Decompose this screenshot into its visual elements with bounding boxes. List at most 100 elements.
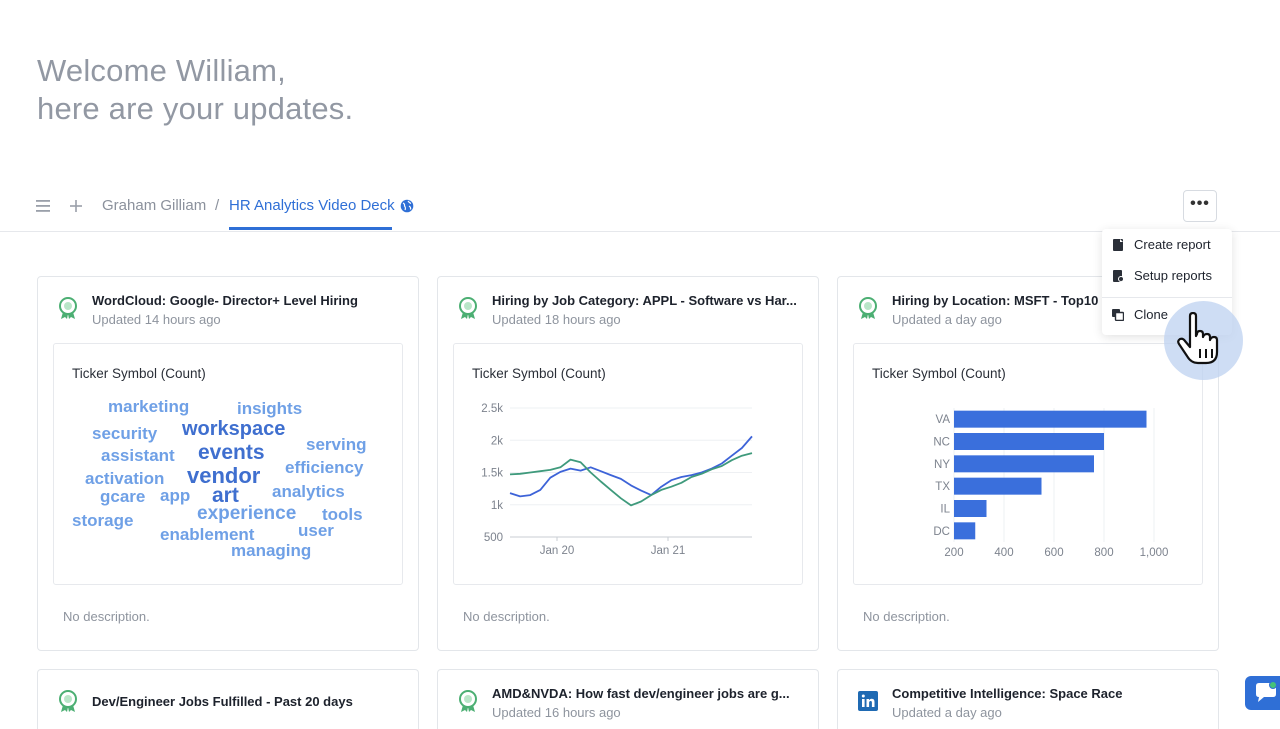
card-chart-panel: Ticker Symbol (Count) 200 400 600 800 1,000 V… — [853, 343, 1203, 585]
wordcloud-word: app — [160, 486, 191, 505]
bar — [954, 500, 987, 517]
x-tick-label: 200 — [944, 547, 963, 559]
card-updated: Updated a day ago — [892, 705, 1002, 720]
wordcloud-word: workspace — [182, 418, 286, 440]
y-tick-label: 2.5k — [481, 403, 503, 415]
x-tick-label: Jan 21 — [651, 545, 686, 557]
clone-icon — [1112, 309, 1124, 321]
report-card-bottom-3[interactable]: Competitive Intelligence: Space Race Upd… — [837, 669, 1219, 729]
y-tick-label: 500 — [484, 532, 503, 544]
breadcrumb-parent[interactable]: Graham Gilliam — [102, 197, 207, 214]
menu-item-setup-reports[interactable]: Setup reports — [1112, 265, 1230, 287]
card-description: No description. — [463, 609, 550, 624]
card-chart-panel: Ticker Symbol (Count) marketing insights… — [53, 343, 403, 585]
insight-badge-icon — [59, 690, 77, 712]
card-updated: Updated 14 hours ago — [92, 312, 221, 327]
bar — [954, 455, 1094, 473]
card-title[interactable]: Hiring by Location: MSFT - Top10 S — [892, 293, 1111, 308]
x-tick-label: 1,000 — [1140, 547, 1169, 559]
wordcloud-word: assistant — [101, 446, 175, 465]
report-card-bar[interactable]: Hiring by Location: MSFT - Top10 S Updat… — [837, 276, 1219, 651]
menu-item-label: Setup reports — [1134, 268, 1213, 283]
bar — [954, 433, 1104, 450]
series-line — [509, 435, 753, 498]
report-card-bottom-2[interactable]: AMD&NVDA: How fast dev/engineer jobs are… — [437, 669, 819, 729]
menu-item-create-report[interactable]: Create report — [1112, 234, 1230, 256]
breadcrumb-active-tab[interactable]: HR Analytics Video Deck — [229, 197, 395, 214]
wordcloud-word: activation — [85, 469, 165, 488]
card-updated: Updated 18 hours ago — [492, 312, 621, 327]
x-tick-label: 400 — [994, 547, 1013, 559]
wordcloud-word: tools — [322, 505, 363, 524]
menu-item-label: Clone — [1134, 307, 1168, 322]
more-options-button[interactable]: ••• — [1183, 190, 1217, 222]
bar — [954, 477, 1042, 495]
card-title[interactable]: Dev/Engineer Jobs Fulfilled - Past 20 da… — [92, 694, 353, 709]
card-chart-panel: Ticker Symbol (Count) 2.5k 2k 1.5k 1k 500 Jan… — [453, 343, 803, 585]
hamburger-icon[interactable] — [33, 196, 53, 216]
chart-title: Ticker Symbol (Count) — [472, 366, 606, 381]
card-title[interactable]: Hiring by Job Category: APPL - Software … — [492, 293, 797, 308]
category-label: NY — [934, 459, 950, 471]
insight-badge-icon — [459, 297, 477, 319]
series-line — [509, 452, 753, 507]
insight-badge-icon — [459, 690, 477, 712]
wordcloud-word: marketing — [108, 397, 190, 416]
breadcrumb-separator: / — [215, 197, 220, 214]
line-chart: 2.5k 2k 1.5k 1k 500 Jan 20 Jan 21 — [481, 403, 753, 557]
wordcloud-word: experience — [197, 503, 297, 524]
report-icon — [1113, 239, 1123, 251]
settings-report-icon — [1113, 270, 1124, 282]
wordcloud-word: analytics — [272, 482, 345, 501]
category-label: DC — [933, 526, 950, 538]
welcome-line-2: here are your updates. — [37, 91, 354, 126]
category-label: NC — [933, 437, 950, 449]
globe-icon — [400, 199, 414, 213]
card-description: No description. — [63, 609, 150, 624]
category-label: VA — [936, 414, 951, 426]
wordcloud-word: managing — [231, 541, 312, 560]
wordcloud-word: events — [198, 441, 265, 464]
active-tab-underline — [229, 227, 392, 230]
insight-badge-icon — [59, 297, 77, 319]
wordcloud-word: user — [298, 521, 334, 540]
insight-badge-icon — [859, 297, 877, 319]
report-card-line[interactable]: Hiring by Job Category: APPL - Software … — [437, 276, 819, 651]
card-title[interactable]: Competitive Intelligence: Space Race — [892, 686, 1123, 701]
wordcloud-word: vendor — [187, 463, 261, 488]
card-updated: Updated a day ago — [892, 312, 1002, 327]
wordcloud-word: enablement — [160, 525, 255, 544]
chat-launcher-button[interactable] — [1245, 676, 1280, 710]
wordcloud-word: serving — [306, 435, 367, 454]
menu-divider — [1102, 297, 1232, 298]
wordcloud-word: security — [92, 424, 158, 443]
category-label: IL — [940, 504, 950, 516]
wordcloud-word: art — [212, 484, 239, 507]
x-tick-label: Jan 20 — [540, 545, 575, 557]
report-card-wordcloud[interactable]: WordCloud: Google- Director+ Level Hirin… — [37, 276, 419, 651]
menu-item-label: Create report — [1134, 237, 1211, 252]
category-label: TX — [935, 481, 950, 493]
menu-item-clone[interactable]: Clone — [1112, 304, 1230, 326]
y-tick-label: 1.5k — [481, 468, 503, 480]
wordcloud-word: gcare — [100, 487, 146, 506]
x-tick-label: 600 — [1044, 547, 1063, 559]
bar-chart: 200 400 600 800 1,000 VA NC NY TX IL DC — [933, 408, 1169, 559]
bar — [954, 410, 1147, 428]
bar — [954, 522, 976, 540]
wordcloud-word: storage — [72, 511, 134, 530]
welcome-line-1: Welcome William, — [37, 53, 286, 88]
card-description: No description. — [863, 609, 950, 624]
y-tick-label: 2k — [491, 435, 503, 447]
x-tick-label: 800 — [1094, 547, 1113, 559]
card-title[interactable]: WordCloud: Google- Director+ Level Hirin… — [92, 293, 358, 308]
deck-navbar: Graham Gilliam / HR Analytics Video Deck… — [0, 184, 1280, 232]
card-title[interactable]: AMD&NVDA: How fast dev/engineer jobs are… — [492, 686, 790, 701]
card-updated: Updated 16 hours ago — [492, 705, 621, 720]
wordcloud-word: efficiency — [285, 458, 364, 477]
chart-title: Ticker Symbol (Count) — [872, 366, 1006, 381]
hand-cursor-icon — [1177, 312, 1219, 365]
chart-title: Ticker Symbol (Count) — [72, 366, 206, 381]
report-card-bottom-1[interactable]: Dev/Engineer Jobs Fulfilled - Past 20 da… — [37, 669, 419, 729]
plus-icon[interactable] — [66, 196, 86, 216]
